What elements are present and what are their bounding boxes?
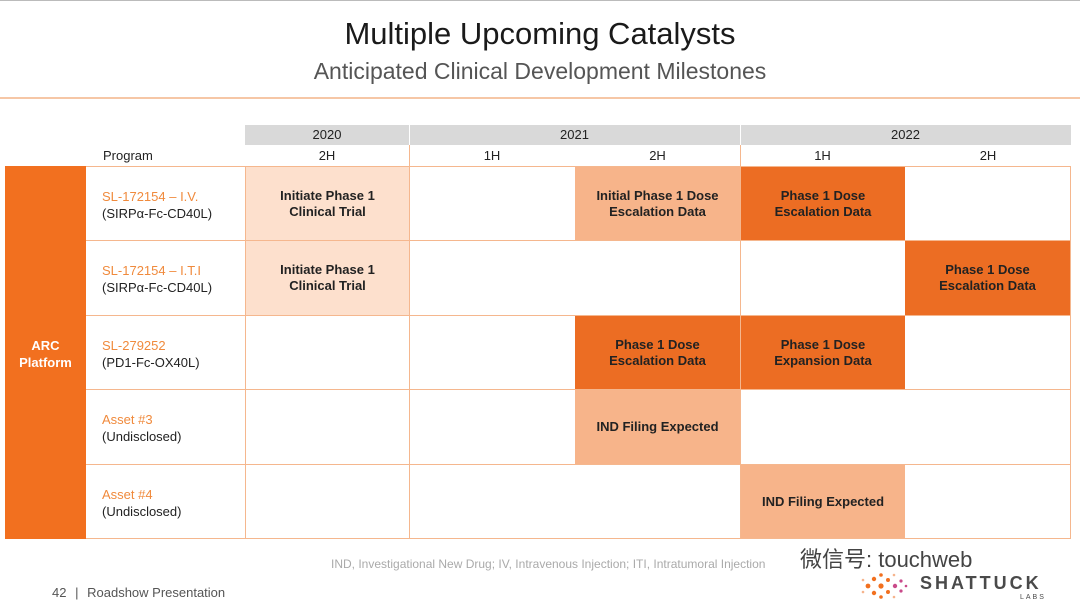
milestone-line2: Expansion Data bbox=[774, 352, 872, 368]
milestone-line1: Phase 1 Dose bbox=[945, 262, 1030, 277]
program-name: SL-172154 – I.T.I bbox=[102, 263, 202, 278]
half-2022-2h: 2H bbox=[979, 148, 997, 163]
milestone-cell: Phase 1 Dose Escalation Data bbox=[575, 316, 740, 389]
year-2021-header: 2021 bbox=[409, 125, 740, 145]
top-rule bbox=[0, 0, 1080, 4]
milestone-line2: Clinical Trial bbox=[289, 278, 366, 293]
program-target: (Undisclosed) bbox=[102, 504, 182, 519]
row-divider bbox=[86, 389, 1071, 390]
half-2020-2h: 2H bbox=[318, 148, 336, 163]
dot-cluster-logo-icon bbox=[861, 573, 908, 599]
half-2022-1h: 1H bbox=[814, 148, 831, 163]
milestone-line1: Phase 1 Dose bbox=[615, 336, 700, 352]
slide-title: Multiple Upcoming Catalysts bbox=[344, 16, 736, 51]
milestone-line1: Phase 1 Dose bbox=[780, 336, 866, 352]
milestone-cell: IND Filing Expected bbox=[575, 390, 740, 464]
half-2021-2h: 2H bbox=[649, 148, 666, 163]
milestone-line2: Escalation Data bbox=[609, 352, 706, 368]
year-2020-header: 2020 bbox=[245, 125, 409, 145]
milestone-line1: Phase 1 Dose bbox=[780, 187, 866, 203]
platform-label-line2: Platform bbox=[19, 355, 72, 370]
program-name: Asset #4 bbox=[102, 487, 153, 502]
milestone-line1: Initial Phase 1 Dose bbox=[596, 187, 719, 203]
milestone-line2: Escalation Data bbox=[609, 203, 706, 219]
company-logo-wordmark: SHATTUCK bbox=[920, 573, 1042, 593]
milestone-cell: Phase 1 Dose Escalation Data bbox=[905, 241, 1070, 315]
title-divider bbox=[0, 97, 1080, 99]
program-name: Asset #3 bbox=[102, 412, 153, 427]
milestone-cell: Phase 1 Dose Escalation Data bbox=[741, 167, 905, 240]
slide-footer: 42 | Roadshow Presentation bbox=[52, 585, 225, 600]
program-target: (Undisclosed) bbox=[102, 429, 182, 444]
milestone-cell: Initiate Phase 1 Clinical Trial bbox=[246, 241, 409, 315]
platform-label-line1: ARC bbox=[31, 338, 60, 353]
program-target: (PD1-Fc-OX40L) bbox=[102, 355, 200, 370]
company-logo-subtext: LABS bbox=[1020, 594, 1046, 601]
program-name: SL-172154 – I.V. bbox=[102, 189, 199, 204]
year-divider-line bbox=[740, 145, 741, 539]
program-target: (SIRPα-Fc-CD40L) bbox=[102, 206, 213, 221]
footnote: IND, Investigational New Drug; IV, Intra… bbox=[331, 557, 766, 571]
milestone-line1: Initiate Phase 1 bbox=[280, 262, 375, 277]
program-column-header: Program bbox=[103, 148, 153, 163]
milestone-line1: IND Filing Expected bbox=[761, 493, 885, 509]
year-2022-header: 2022 bbox=[740, 125, 1071, 145]
footer-label: Roadshow Presentation bbox=[87, 585, 226, 600]
slide-subtitle: Anticipated Clinical Development Milesto… bbox=[313, 58, 767, 84]
milestone-cell: Initiate Phase 1 Clinical Trial bbox=[246, 167, 409, 240]
milestone-line1: IND Filing Expected bbox=[596, 419, 719, 434]
program-divider-line bbox=[245, 166, 246, 539]
milestone-cell: Phase 1 Dose Expansion Data bbox=[741, 316, 905, 389]
half-2021-1h: 1H bbox=[483, 148, 501, 163]
arc-platform-block bbox=[5, 166, 86, 539]
milestone-cell: Initial Phase 1 Dose Escalation Data bbox=[575, 167, 740, 240]
row-divider bbox=[86, 464, 1071, 465]
program-name: SL-279252 bbox=[102, 338, 166, 353]
year-separator bbox=[409, 125, 410, 145]
milestone-line1: Initiate Phase 1 bbox=[280, 187, 375, 203]
year-divider-line bbox=[409, 145, 410, 539]
footer-separator: | bbox=[75, 585, 79, 600]
wechat-watermark: 微信号: touchweb bbox=[800, 547, 973, 572]
page-number: 42 bbox=[52, 585, 67, 600]
milestone-line2: Clinical Trial bbox=[289, 203, 366, 219]
row-divider bbox=[86, 240, 1071, 241]
year-separator bbox=[740, 125, 741, 145]
arc-platform-label: ARC Platform bbox=[5, 337, 86, 371]
program-target: (SIRPα-Fc-CD40L) bbox=[102, 280, 213, 295]
row-divider bbox=[86, 315, 1071, 316]
milestone-line2: Escalation Data bbox=[939, 278, 1036, 293]
milestone-cell: IND Filing Expected bbox=[741, 465, 905, 538]
milestone-line2: Escalation Data bbox=[774, 203, 872, 219]
